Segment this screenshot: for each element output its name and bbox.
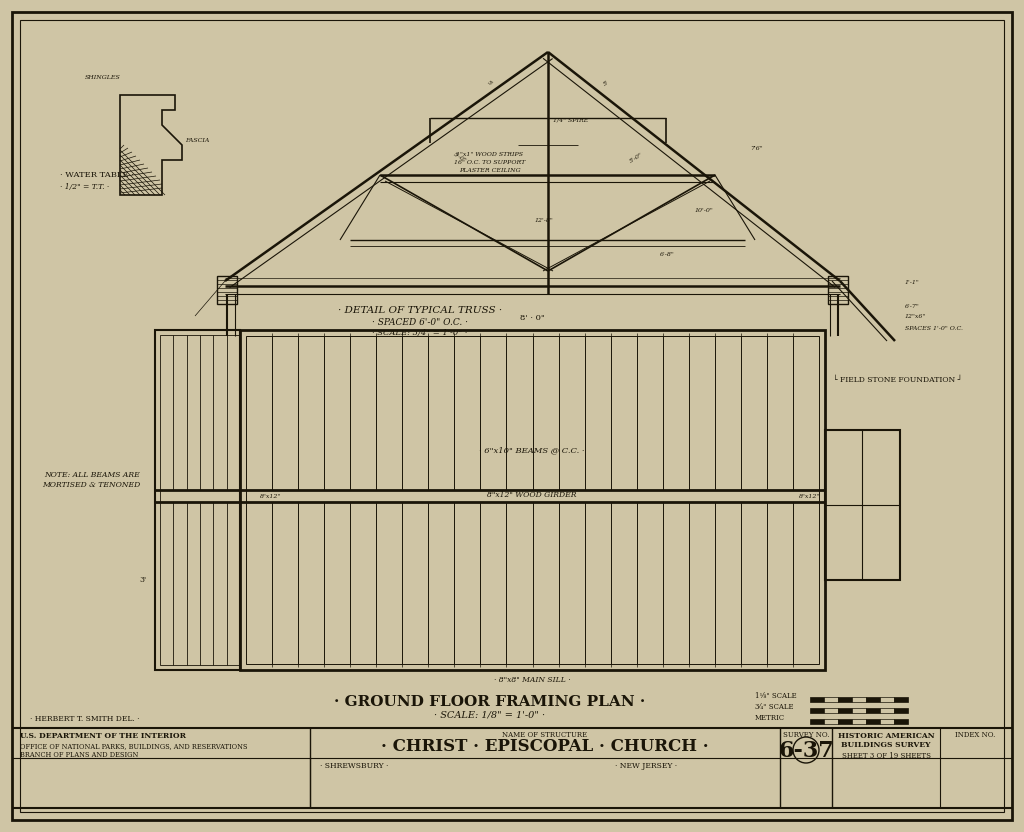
Text: 1'-1": 1'-1": [905, 280, 920, 285]
Text: 8' · 0": 8' · 0": [519, 314, 545, 322]
Bar: [838, 697, 852, 702]
Text: 8"x12": 8"x12": [260, 493, 282, 498]
Text: · WATER TABLE ·: · WATER TABLE ·: [60, 171, 134, 179]
Text: · DETAIL OF TYPICAL TRUSS ·: · DETAIL OF TYPICAL TRUSS ·: [338, 306, 502, 315]
Text: 8"x12" WOOD GIRDER: 8"x12" WOOD GIRDER: [487, 491, 577, 499]
Text: NOTE: ALL BEAMS ARE
MORTISED & TENONED: NOTE: ALL BEAMS ARE MORTISED & TENONED: [42, 472, 140, 488]
Bar: [894, 708, 908, 713]
Bar: [240, 330, 825, 670]
Bar: [852, 719, 866, 724]
Bar: [852, 708, 866, 713]
Bar: [810, 697, 824, 702]
Text: 10'-0": 10'-0": [695, 207, 714, 212]
Bar: [155, 330, 240, 670]
Bar: [824, 708, 838, 713]
Text: SHEET 3 OF 19 SHEETS: SHEET 3 OF 19 SHEETS: [842, 752, 931, 760]
Text: NAME OF STRUCTURE: NAME OF STRUCTURE: [503, 731, 588, 739]
Text: 5'-0": 5'-0": [629, 152, 643, 164]
Text: 3': 3': [140, 576, 147, 584]
Text: BRANCH OF PLANS AND DESIGN: BRANCH OF PLANS AND DESIGN: [20, 751, 138, 759]
Bar: [246, 336, 819, 664]
Bar: [838, 719, 852, 724]
Text: 12"x6": 12"x6": [905, 314, 927, 319]
Text: · SCALE: 3/4" = 1'-0" ·: · SCALE: 3/4" = 1'-0" ·: [373, 329, 468, 337]
Bar: [852, 697, 866, 702]
Text: METRIC: METRIC: [755, 714, 785, 722]
Text: SPACES 1'-0" O.C.: SPACES 1'-0" O.C.: [905, 325, 963, 330]
Text: · SPACED 6'-0" O.C. ·: · SPACED 6'-0" O.C. ·: [372, 318, 468, 327]
Bar: [866, 708, 880, 713]
Text: · 8"x8" MAIN SILL ·: · 8"x8" MAIN SILL ·: [494, 676, 570, 684]
Text: 6'-8": 6'-8": [660, 252, 675, 257]
Text: 1/4" SPIRE: 1/4" SPIRE: [553, 117, 589, 122]
Bar: [810, 719, 824, 724]
Text: · 1/2" = T.T. ·: · 1/2" = T.T. ·: [60, 183, 110, 191]
Text: INDEX NO.: INDEX NO.: [954, 731, 995, 739]
Text: SHINGLES: SHINGLES: [85, 75, 121, 80]
Text: PLASTER CEILING: PLASTER CEILING: [459, 168, 521, 173]
Bar: [866, 719, 880, 724]
Bar: [824, 719, 838, 724]
Text: OFFICE OF NATIONAL PARKS, BUILDINGS, AND RESERVATIONS: OFFICE OF NATIONAL PARKS, BUILDINGS, AND…: [20, 742, 248, 750]
Bar: [160, 335, 240, 665]
Text: U.S. DEPARTMENT OF THE INTERIOR: U.S. DEPARTMENT OF THE INTERIOR: [20, 732, 186, 740]
Text: HISTORIC AMERICAN
BUILDINGS SURVEY: HISTORIC AMERICAN BUILDINGS SURVEY: [838, 732, 934, 749]
Text: 6'-7": 6'-7": [905, 304, 920, 309]
Text: └ FIELD STONE FOUNDATION ┘: └ FIELD STONE FOUNDATION ┘: [833, 376, 963, 384]
Text: 1"x1" WOOD STRIPS: 1"x1" WOOD STRIPS: [457, 152, 523, 157]
Text: 5': 5': [602, 79, 609, 87]
Bar: [825, 430, 900, 580]
Bar: [866, 697, 880, 702]
Bar: [828, 276, 848, 304]
Bar: [824, 697, 838, 702]
Text: 1⅛" SCALE: 1⅛" SCALE: [755, 692, 797, 700]
Text: SURVEY NO.: SURVEY NO.: [782, 731, 829, 739]
Text: 3⁄₄" SCALE: 3⁄₄" SCALE: [755, 703, 794, 711]
Text: · GROUND FLOOR FRAMING PLAN ·: · GROUND FLOOR FRAMING PLAN ·: [335, 695, 645, 709]
Bar: [810, 708, 824, 713]
Text: · CHRIST · EPISCOPAL · CHURCH ·: · CHRIST · EPISCOPAL · CHURCH ·: [381, 738, 709, 755]
Text: 5': 5': [486, 79, 494, 87]
Text: 8"x12": 8"x12": [799, 493, 820, 498]
Text: · NEW JERSEY ·: · NEW JERSEY ·: [615, 762, 677, 770]
Text: · SHREWSBURY ·: · SHREWSBURY ·: [319, 762, 388, 770]
Text: 12'-8": 12'-8": [535, 217, 554, 222]
Text: · 6"x10" BEAMS @ C.C. ·: · 6"x10" BEAMS @ C.C. ·: [479, 446, 585, 454]
Bar: [880, 697, 894, 702]
Text: 7'6": 7'6": [750, 146, 763, 151]
Bar: [894, 719, 908, 724]
Text: 16" O.C. TO SUPPORT: 16" O.C. TO SUPPORT: [455, 160, 525, 165]
Bar: [880, 719, 894, 724]
Text: 6-37: 6-37: [778, 740, 834, 762]
Bar: [894, 697, 908, 702]
Bar: [880, 708, 894, 713]
Text: · SCALE: 1/8" = 1'-0" ·: · SCALE: 1/8" = 1'-0" ·: [434, 711, 546, 720]
Bar: [217, 276, 237, 304]
Bar: [838, 708, 852, 713]
Text: FASCIA: FASCIA: [185, 137, 209, 142]
Text: · HERBERT T. SMITH DEL. ·: · HERBERT T. SMITH DEL. ·: [30, 715, 139, 723]
Text: 5'-0": 5'-0": [453, 152, 468, 164]
